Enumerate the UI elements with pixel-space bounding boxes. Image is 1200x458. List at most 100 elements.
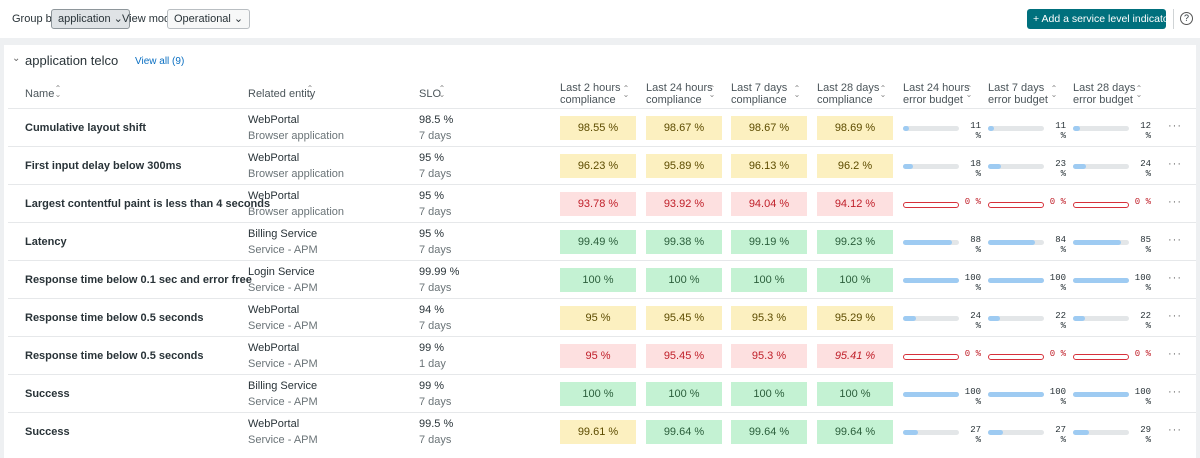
row-menu[interactable]: ··· xyxy=(1168,234,1182,246)
budget-track xyxy=(988,164,1044,169)
row-menu[interactable]: ··· xyxy=(1168,310,1182,322)
budget-label: 0 % xyxy=(1049,349,1066,359)
entity-name: WebPortal xyxy=(248,152,300,164)
sort-icon[interactable]: ⌃ ⌄ xyxy=(54,84,62,99)
sort-icon[interactable]: ⌃ ⌄ xyxy=(306,84,314,99)
divider xyxy=(1173,9,1174,29)
column-header[interactable]: Last 28 days compliance xyxy=(817,82,880,106)
budget-track xyxy=(1073,430,1129,435)
row-menu[interactable]: ··· xyxy=(1168,424,1182,436)
sort-icon[interactable]: ⌃ ⌄ xyxy=(793,84,801,99)
sort-icon[interactable]: ⌃ ⌄ xyxy=(1135,84,1143,99)
slo-target: 99.99 % xyxy=(419,266,460,278)
view-mode-dropdown[interactable]: Operational ⌄ xyxy=(167,9,251,29)
budget-bar xyxy=(903,240,953,245)
budget-bar xyxy=(988,278,1044,283)
budget-track xyxy=(1073,392,1129,397)
entity-name: WebPortal xyxy=(248,342,300,354)
budget-bar xyxy=(1073,240,1121,245)
entity-type: Service - APM xyxy=(248,244,318,256)
table-row: Cumulative layout shift WebPortal Browser … xyxy=(8,108,1196,146)
collapse-icon[interactable]: ⌄ xyxy=(12,53,21,64)
entity-type: Service - APM xyxy=(248,282,318,294)
budget-bar xyxy=(988,392,1044,397)
entity-name: Billing Service xyxy=(248,228,318,240)
column-header[interactable]: Last 24 hours error budget xyxy=(903,82,970,106)
column-header[interactable]: Last 7 days compliance xyxy=(731,82,788,106)
entity-type: Browser application xyxy=(248,168,344,180)
row-menu[interactable]: ··· xyxy=(1168,348,1182,360)
slo-period: 7 days xyxy=(419,434,452,446)
column-header[interactable]: Last 28 days error budget xyxy=(1073,82,1136,106)
budget-label: 0 % xyxy=(1134,197,1151,207)
compliance-cell: 95.3 % xyxy=(731,306,807,330)
slo-target: 99 % xyxy=(419,342,445,354)
column-header[interactable]: Name xyxy=(25,88,55,100)
budget-label: 100 % xyxy=(1049,273,1066,293)
compliance-cell: 99.61 % xyxy=(560,420,636,444)
entity-name: WebPortal xyxy=(248,190,300,202)
budget-track xyxy=(988,202,1044,208)
budget-label: 27 % xyxy=(970,425,981,445)
column-header[interactable]: Last 24 hours compliance xyxy=(646,82,713,106)
slo-target: 95 % xyxy=(419,228,445,240)
sli-name: Response time below 0.5 seconds xyxy=(25,350,204,362)
compliance-cell: 95.41 % xyxy=(817,344,893,368)
sort-icon[interactable]: ⌃ ⌄ xyxy=(879,84,887,99)
compliance-cell: 99.64 % xyxy=(731,420,807,444)
compliance-cell: 94.04 % xyxy=(731,192,807,216)
help-button[interactable]: ? xyxy=(1180,12,1193,25)
budget-label: 18 % xyxy=(970,159,981,179)
sort-icon[interactable]: ⌃ ⌄ xyxy=(708,84,716,99)
slo-period: 7 days xyxy=(419,130,452,142)
add-sli-button[interactable]: + Add a service level indicator (SLI) xyxy=(1027,9,1198,29)
group-by-dropdown[interactable]: application ⌄ xyxy=(51,9,130,29)
budget-track xyxy=(903,240,959,245)
slo-period: 7 days xyxy=(419,168,452,180)
table-row: First input delay below 300ms WebPortal Br… xyxy=(8,146,1196,184)
entity-name: Login Service xyxy=(248,266,315,278)
sort-icon[interactable]: ⌃ ⌄ xyxy=(438,84,446,99)
budget-label: 88 % xyxy=(970,235,981,255)
add-sli-label: Add a service level indicator (SLI) xyxy=(1041,13,1198,25)
sli-name: Success xyxy=(25,388,70,400)
row-menu[interactable]: ··· xyxy=(1168,120,1182,132)
budget-label: 100 % xyxy=(1049,387,1066,407)
compliance-cell: 95 % xyxy=(560,344,636,368)
sort-icon[interactable]: ⌃ ⌄ xyxy=(965,84,973,99)
slo-target: 98.5 % xyxy=(419,114,454,126)
column-header[interactable]: Related entity xyxy=(248,88,316,100)
column-header[interactable]: Last 7 days error budget xyxy=(988,82,1048,106)
table-row: Latency Billing Service Service - APM 95 % 7… xyxy=(8,222,1196,260)
budget-bar xyxy=(1073,278,1129,283)
compliance-cell: 98.67 % xyxy=(731,116,807,140)
entity-type: Browser application xyxy=(248,130,344,142)
budget-label: 100 % xyxy=(1134,387,1151,407)
budget-track xyxy=(1073,126,1129,131)
view-all-link[interactable]: View all (9) xyxy=(135,56,185,67)
row-menu[interactable]: ··· xyxy=(1168,272,1182,284)
budget-label: 12 % xyxy=(1140,121,1151,141)
compliance-cell: 95.29 % xyxy=(817,306,893,330)
compliance-cell: 94.12 % xyxy=(817,192,893,216)
budget-bar xyxy=(988,126,995,131)
budget-bar xyxy=(1073,126,1080,131)
row-menu[interactable]: ··· xyxy=(1168,158,1182,170)
budget-track xyxy=(903,278,959,283)
budget-label: 0 % xyxy=(964,197,981,207)
sort-icon[interactable]: ⌃ ⌄ xyxy=(1050,84,1058,99)
row-menu[interactable]: ··· xyxy=(1168,196,1182,208)
column-header[interactable]: Last 2 hours compliance xyxy=(560,82,621,106)
slo-target: 99 % xyxy=(419,380,445,392)
row-menu[interactable]: ··· xyxy=(1168,386,1182,398)
compliance-cell: 99.38 % xyxy=(646,230,722,254)
sort-icon[interactable]: ⌃ ⌄ xyxy=(622,84,630,99)
budget-label: 27 % xyxy=(1055,425,1066,445)
column-header[interactable]: SLO xyxy=(419,88,442,100)
sli-name: Largest contentful paint is less than 4 … xyxy=(25,198,271,210)
budget-bar xyxy=(1073,164,1087,169)
budget-track xyxy=(1073,240,1129,245)
budget-track xyxy=(903,430,959,435)
budget-track xyxy=(903,202,959,208)
slo-target: 99.5 % xyxy=(419,418,454,430)
